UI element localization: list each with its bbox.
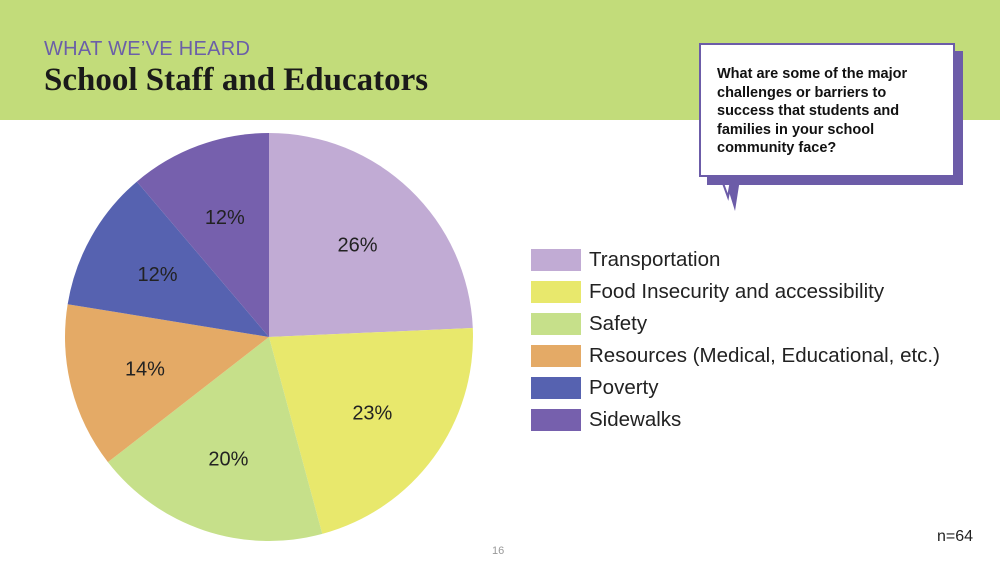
legend-label: Food Insecurity and accessibility: [589, 280, 885, 303]
pie-slice-1: [269, 328, 473, 534]
page-number: 16: [492, 545, 505, 557]
pie-slice-4: [67, 181, 269, 337]
legend-item-1: Food Insecurity and accessibility: [531, 276, 940, 308]
slice-label-5: 12%: [205, 207, 245, 229]
pie-slice-0: [269, 133, 473, 337]
legend-item-3: Resources (Medical, Educational, etc.): [531, 340, 940, 372]
legend-swatch: [531, 409, 581, 431]
legend-label: Poverty: [589, 376, 659, 399]
legend-label: Resources (Medical, Educational, etc.): [589, 344, 940, 367]
slice-label-4: 12%: [138, 264, 178, 286]
legend-swatch: [531, 281, 581, 303]
slice-label-3: 14%: [125, 359, 165, 381]
legend-item-5: Sidewalks: [531, 404, 940, 436]
sample-size: n=64: [937, 528, 974, 545]
legend-item-4: Poverty: [531, 372, 940, 404]
legend-item-0: Transportation: [531, 244, 940, 276]
page-title: School Staff and Educators: [44, 62, 429, 98]
pie-labels: 26% 23% 20% 14% 12% 12%: [125, 207, 393, 471]
pie-slice-2: [107, 337, 323, 541]
slice-label-0: 26%: [337, 235, 377, 257]
legend-swatch: [531, 377, 581, 399]
pie-slice-3: [64, 304, 269, 463]
legend-swatch: [531, 249, 581, 271]
slice-label-2: 20%: [208, 448, 248, 470]
legend-item-2: Safety: [531, 308, 940, 340]
legend-label: Sidewalks: [589, 408, 682, 431]
section-kicker: WHAT WE’VE HEARD: [44, 38, 251, 60]
legend-label: Transportation: [589, 248, 721, 271]
question-callout: What are some of the major challenges or…: [699, 43, 955, 177]
chart-legend: Transportation Food Insecurity and access…: [531, 244, 940, 436]
legend-swatch: [531, 345, 581, 367]
callout-question: What are some of the major challenges or…: [717, 66, 908, 156]
legend-swatch: [531, 313, 581, 335]
pie-slices: [64, 133, 473, 541]
pie-slice-5: [136, 133, 269, 337]
slice-label-1: 23%: [352, 403, 392, 425]
legend-label: Safety: [589, 312, 648, 335]
